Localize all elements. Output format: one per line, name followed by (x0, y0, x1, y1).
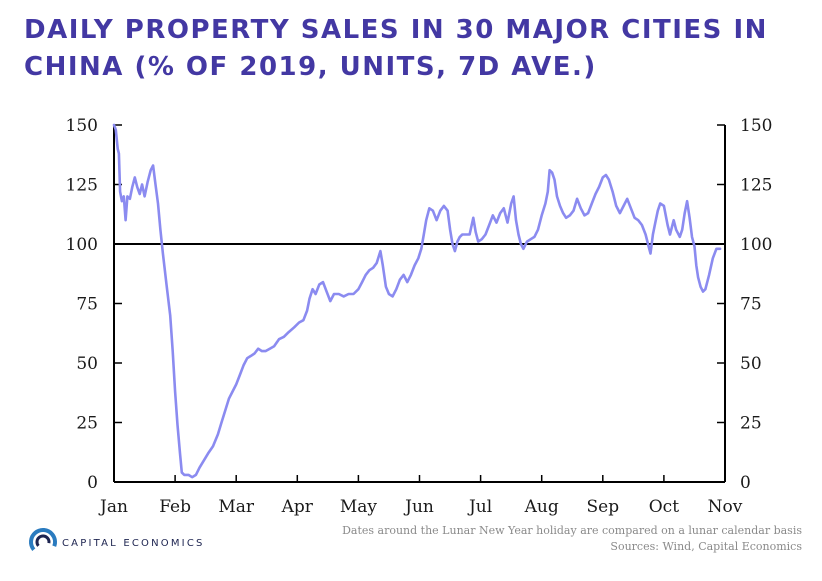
capital-economics-logo: CAPITAL ECONOMICS (29, 528, 205, 556)
y-tick-label-left: 75 (76, 295, 98, 315)
x-tick-label: May (340, 497, 378, 517)
y-tick-label-left: 150 (66, 116, 98, 136)
y-tick-label-right: 125 (740, 176, 772, 196)
series-layer (112, 123, 722, 479)
x-tick-label: Jul (467, 497, 492, 517)
y-tick-label-right: 150 (740, 116, 772, 136)
y-tick-label-left: 25 (76, 414, 98, 434)
footnote-text: Dates around the Lunar New Year holiday … (342, 524, 802, 537)
logo-arc-outer-icon (29, 528, 57, 556)
y-tick-label-left: 50 (76, 354, 98, 374)
sources-text: Sources: Wind, Capital Economics (610, 540, 802, 553)
y-tick-label-right: 25 (740, 414, 762, 434)
y-tick-label-left: 0 (87, 473, 98, 493)
y-tick-label-right: 75 (740, 295, 762, 315)
chart-title: DAILY PROPERTY SALES IN 30 MAJOR CITIES … (24, 15, 768, 82)
x-tick-label: Mar (218, 497, 255, 517)
y-tick-label-right: 100 (740, 235, 772, 255)
x-tick-label: Aug (524, 497, 559, 517)
x-tick-label: Apr (281, 497, 314, 517)
y-tick-label-left: 100 (66, 235, 98, 255)
x-tick-label: Sep (587, 497, 620, 517)
axes: 0 0 25 25 50 50 75 75 100 100 125 125 150 150 Jan Feb Ma… (66, 116, 773, 517)
logo-arc-inner-icon (35, 534, 51, 550)
x-tick-label: Feb (159, 497, 191, 517)
x-tick-label: Oct (649, 497, 679, 517)
y-tick-label-right: 0 (740, 473, 751, 493)
x-tick-label: Jun (403, 497, 434, 517)
logo-text: CAPITAL ECONOMICS (62, 538, 205, 549)
y-tick-label-left: 125 (66, 176, 98, 196)
x-tick-label: Nov (708, 497, 743, 517)
y-tick-label-right: 50 (740, 354, 762, 374)
x-tick-label: Jan (98, 497, 128, 517)
series-line (112, 123, 722, 479)
